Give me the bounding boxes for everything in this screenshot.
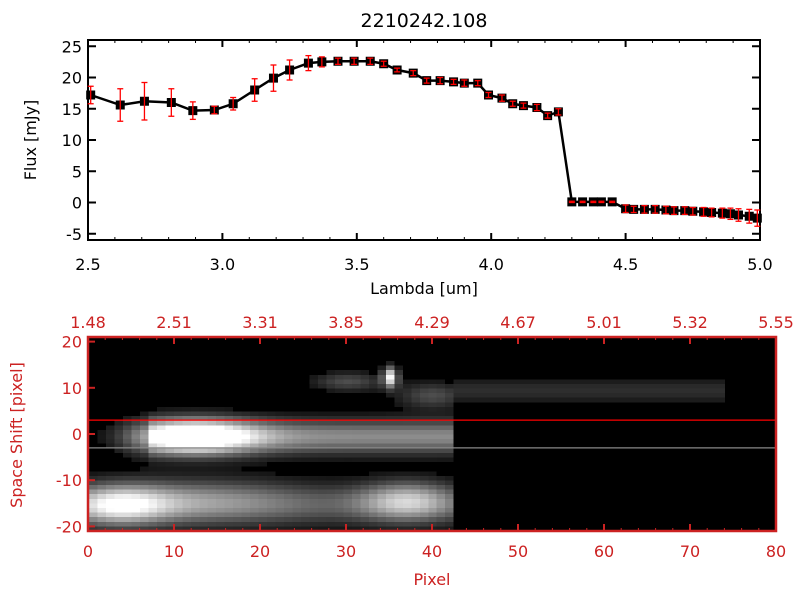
x-tick-label: 30 [336,542,356,561]
x-tick-label: 40 [422,542,442,561]
top-x-tick-label: 3.85 [328,313,364,332]
heatmap-x-axis-label: Pixel [413,570,450,589]
y-axis-label: Flux [mJy] [21,100,40,181]
y-tick-label: 0 [72,194,82,213]
top-x-tick-label: 1.48 [70,313,106,332]
spectrum-plot: 2.5 3.0 3.5 4.0 4.5 5.0 -5 0 5 10 15 20 25 [62,37,773,274]
x-tick-label: 4.0 [478,255,503,274]
top-x-tick-label: 4.67 [500,313,536,332]
y-tick-label: 15 [62,100,82,119]
x-tick-label: 50 [508,542,528,561]
top-x-tick-label: 5.32 [672,313,708,332]
spectrum-image-heatmap [89,338,776,531]
x-tick-label: 60 [594,542,614,561]
top-x-tick-label: 3.31 [242,313,278,332]
y-tick-label: 0 [72,425,82,444]
top-x-tick-label: 2.51 [156,313,192,332]
y-tick-label: -5 [66,225,82,244]
x-tick-label: 80 [766,542,786,561]
x-tick-label: 4.5 [613,255,638,274]
x-tick-label: 70 [680,542,700,561]
heatmap-y-axis-label: Space Shift [pixel] [7,362,26,508]
top-x-tick-label: 5.01 [586,313,622,332]
x-tick-label: 3.0 [210,255,235,274]
y-tick-label: 5 [72,162,82,181]
top-x-tick-label: 5.55 [758,313,794,332]
x-tick-label: 0 [83,542,93,561]
top-x-tick-label: 4.29 [414,313,450,332]
x-axis-label: Lambda [um] [370,279,478,298]
y-tick-label: -20 [56,517,82,536]
x-tick-label: 20 [250,542,270,561]
chart-title: 2210242.108 [361,10,488,32]
y-tick-label: 10 [62,379,82,398]
y-tick-label: 20 [62,69,82,88]
y-tick-label: 20 [62,333,82,352]
x-tick-label: 10 [164,542,184,561]
y-tick-label: 10 [62,131,82,150]
x-tick-label: 5.0 [747,255,772,274]
y-tick-label: -10 [56,471,82,490]
y-tick-label: 25 [62,37,82,56]
x-tick-label: 2.5 [75,255,100,274]
heatmap-frame [86,335,778,533]
x-tick-label: 3.5 [344,255,369,274]
